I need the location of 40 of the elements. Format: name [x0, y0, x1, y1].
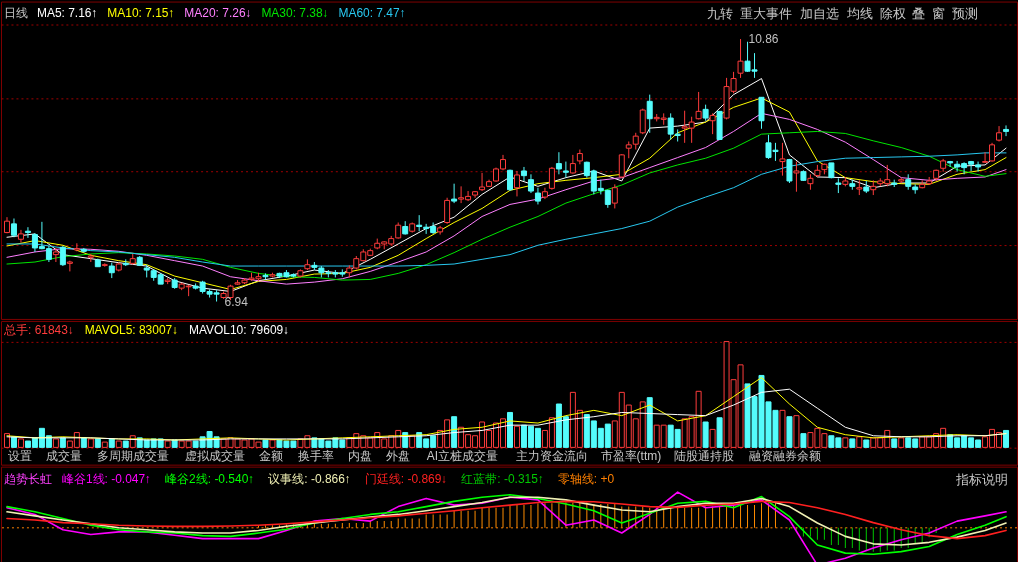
- text: 红蓝带: -0.315↑: [461, 471, 544, 486]
- annotation: 叠: [912, 5, 926, 21]
- annotation: 重大事件: [740, 5, 793, 21]
- text: 外盘: [385, 448, 410, 463]
- text: 换手率: [297, 448, 334, 463]
- text: 陆股通持股: [673, 448, 734, 463]
- text: MA10: 7.15↑: [107, 5, 175, 20]
- annotation: 均线: [845, 5, 873, 21]
- text: MA30: 7.38↓: [261, 5, 329, 20]
- text: 指标说明: [954, 471, 1008, 487]
- text: 市盈率(ttm): [600, 448, 662, 463]
- text: MAVOL5: 83007↓: [84, 322, 179, 337]
- text: 虚拟成交量: [184, 448, 245, 463]
- ref-line-label: 零轴线: +0: [557, 471, 615, 486]
- annotation: 加自选: [800, 5, 840, 21]
- chart-title: 趋势长虹: [3, 471, 52, 486]
- text: 金额: [259, 448, 284, 463]
- text: AI立桩成交量: [426, 448, 498, 463]
- annotation: 6.94: [224, 294, 249, 309]
- text: MAVOL10: 79609↓: [188, 322, 290, 337]
- text: 多周期成交量: [97, 448, 170, 463]
- text: 设置: [7, 448, 32, 463]
- text: MA20: 7.26↓: [184, 5, 252, 20]
- text: MA60: 7.47↑: [338, 5, 406, 20]
- chart-title: 日线: [3, 5, 28, 20]
- text: 主力资金流向: [515, 448, 588, 463]
- text: 峰谷2线: -0.540↑: [165, 471, 255, 486]
- text: MA5: 7.16↑: [36, 5, 98, 20]
- text: 议事线: -0.866↑: [268, 471, 351, 486]
- text: 峰谷1线: -0.047↑: [61, 471, 152, 486]
- text: 门廷线: -0.869↓: [364, 471, 448, 486]
- annotation: 窗: [931, 5, 945, 21]
- annotation: 预测: [951, 5, 978, 21]
- text: 融资融券余额: [749, 448, 822, 463]
- annotation: 10.86: [748, 32, 779, 47]
- text: 成交量: [46, 448, 83, 463]
- text: 内盘: [347, 448, 372, 463]
- text: 总手: 61843↓: [2, 322, 74, 337]
- annotation: 除权: [879, 5, 906, 21]
- annotation: 九转: [706, 5, 733, 21]
